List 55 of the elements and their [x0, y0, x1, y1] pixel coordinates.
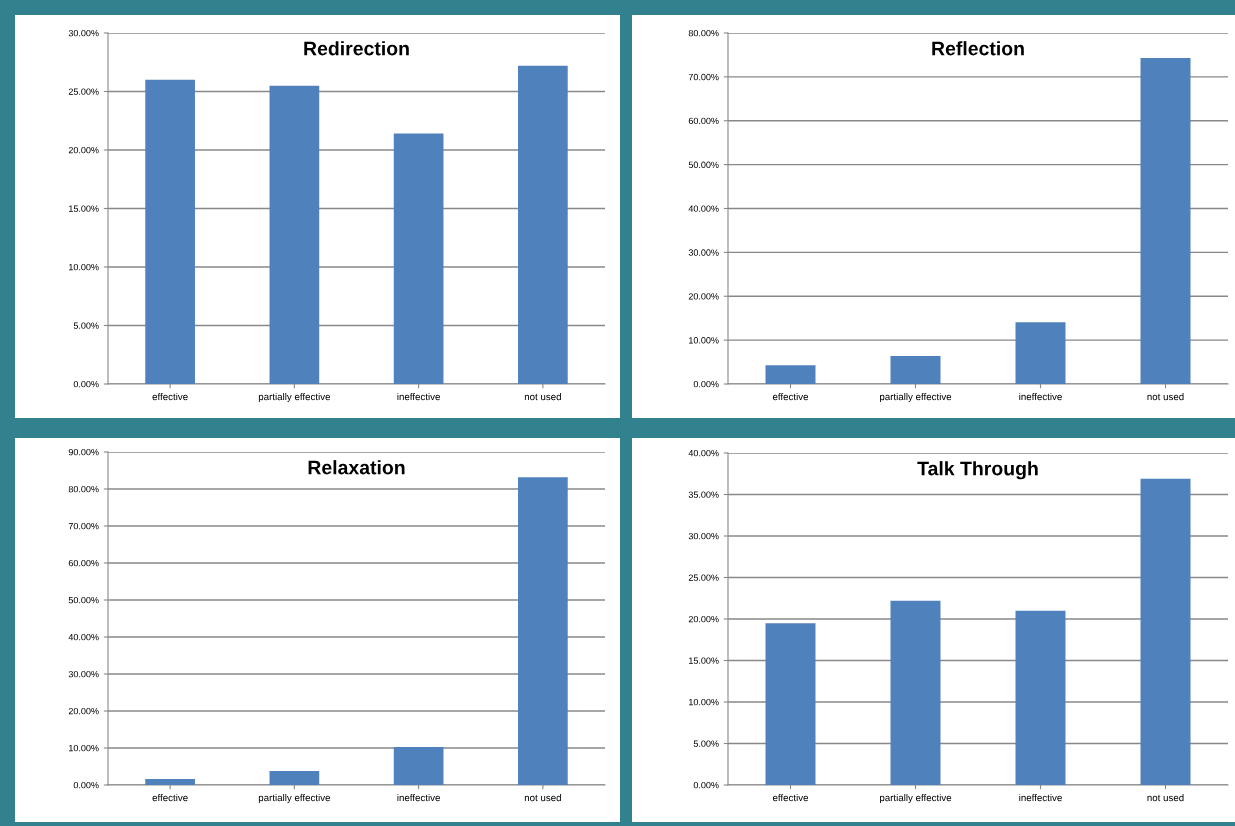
y-tick-label: 30.00%: [68, 670, 99, 678]
y-tick-label: 25.00%: [68, 88, 99, 95]
y-tick-label: 40.00%: [68, 633, 99, 641]
x-tick-label: not used: [524, 393, 561, 401]
y-tick-label: 60.00%: [688, 117, 719, 125]
y-tick-label: 30.00%: [68, 29, 99, 37]
y-tick-label: 10.00%: [69, 744, 99, 752]
y-tick-label: 0.00%: [73, 380, 99, 388]
x-tick-label: not used: [1147, 393, 1184, 401]
x-tick-label: effective: [772, 393, 809, 401]
y-tick-label: 10.00%: [689, 698, 719, 706]
y-tick-label: 0.00%: [73, 781, 99, 789]
y-tick-label: 25.00%: [688, 574, 719, 581]
y-tick-label: 50.00%: [68, 596, 99, 604]
y-tick-label: 90.00%: [68, 448, 99, 456]
y-tick-label: 35.00%: [688, 491, 719, 498]
y-tick-label: 20.00%: [68, 146, 99, 154]
x-tick-label: partially effective: [880, 393, 952, 403]
y-tick-label: 20.00%: [688, 615, 719, 623]
y-tick-label: 30.00%: [688, 532, 719, 540]
y-tick-label: 50.00%: [688, 161, 719, 168]
chart-title: Talk Through: [917, 461, 1038, 480]
y-tick-label: 5.00%: [73, 322, 99, 329]
x-tick-label: effective: [152, 393, 188, 401]
x-tick-label: partially effective: [258, 794, 331, 804]
x-tick-label: ineffective: [397, 393, 440, 401]
y-tick-label: 30.00%: [688, 249, 719, 256]
y-tick-label: 5.00%: [693, 740, 719, 747]
y-tick-label: 40.00%: [688, 449, 719, 457]
y-tick-label: 70.00%: [68, 522, 99, 530]
x-tick-label: partially effective: [258, 393, 331, 403]
chart-title: Reflection: [932, 41, 1024, 56]
y-tick-label: 20.00%: [68, 707, 99, 715]
y-tick-label: 10.00%: [69, 263, 99, 271]
y-tick-label: 0.00%: [693, 380, 719, 388]
x-tick-label: ineffective: [397, 794, 440, 802]
chart-title: Relaxation: [308, 460, 405, 475]
y-tick-label: 70.00%: [688, 73, 719, 81]
x-tick-label: partially effective: [880, 794, 952, 804]
x-tick-label: ineffective: [1019, 794, 1062, 802]
y-tick-label: 20.00%: [688, 293, 719, 300]
y-tick-label: 15.00%: [69, 205, 99, 212]
x-tick-label: effective: [772, 794, 809, 802]
x-tick-label: ineffective: [1019, 393, 1062, 401]
y-tick-label: 0.00%: [693, 781, 719, 789]
x-tick-label: effective: [152, 794, 188, 802]
x-tick-label: not used: [1147, 794, 1184, 802]
y-tick-label: 80.00%: [68, 485, 99, 493]
y-tick-label: 60.00%: [68, 559, 99, 567]
chart-title: Redirection: [304, 41, 409, 56]
y-tick-label: 80.00%: [688, 29, 719, 37]
y-tick-label: 10.00%: [689, 337, 719, 344]
y-tick-label: 40.00%: [688, 205, 719, 212]
y-tick-label: 15.00%: [689, 657, 719, 664]
x-tick-label: not used: [524, 794, 561, 802]
